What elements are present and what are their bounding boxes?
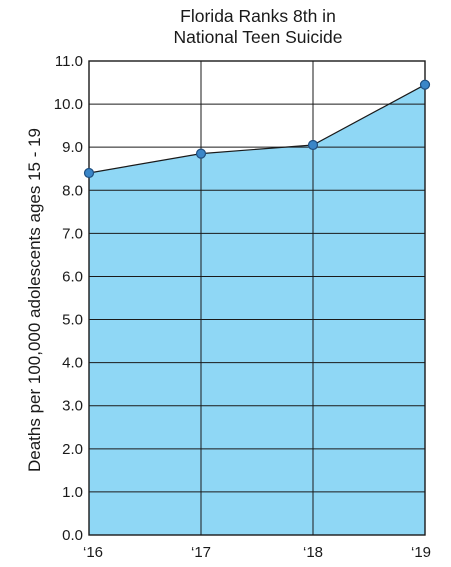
y-tick-label: 8.0 [62,182,83,199]
area-fill [89,84,425,535]
chart-title-line-1: Florida Ranks 8th in [180,6,336,26]
chart-title-line-2: National Teen Suicide [173,27,343,47]
y-tick-label: 2.0 [62,441,83,458]
x-tick-label: ‘16 [83,544,103,561]
y-tick-label: 1.0 [62,484,83,501]
data-point [195,148,207,159]
data-point [307,139,319,151]
y-tick-label: 5.0 [62,312,83,329]
x-tick-label: ‘18 [303,544,323,561]
data-point [83,167,95,179]
y-tick-label: 3.0 [62,398,83,415]
y-tick-label: 4.0 [62,355,83,372]
series-line [88,84,426,174]
y-tick-label: 10.0 [54,96,83,113]
y-axis-label: Deaths per 100,000 adolescents ages 15 -… [25,128,44,472]
y-tick-label: 6.0 [62,268,83,285]
y-tick-label: 9.0 [62,139,83,156]
y-tick-label: 0.0 [62,527,83,544]
y-tick-label: 11.0 [55,53,83,70]
y-tick-label: 7.0 [62,225,83,242]
plot-frame [88,60,426,536]
data-point [419,79,431,90]
x-tick-label: ‘17 [191,544,211,561]
x-tick-label: ‘19 [411,544,431,561]
